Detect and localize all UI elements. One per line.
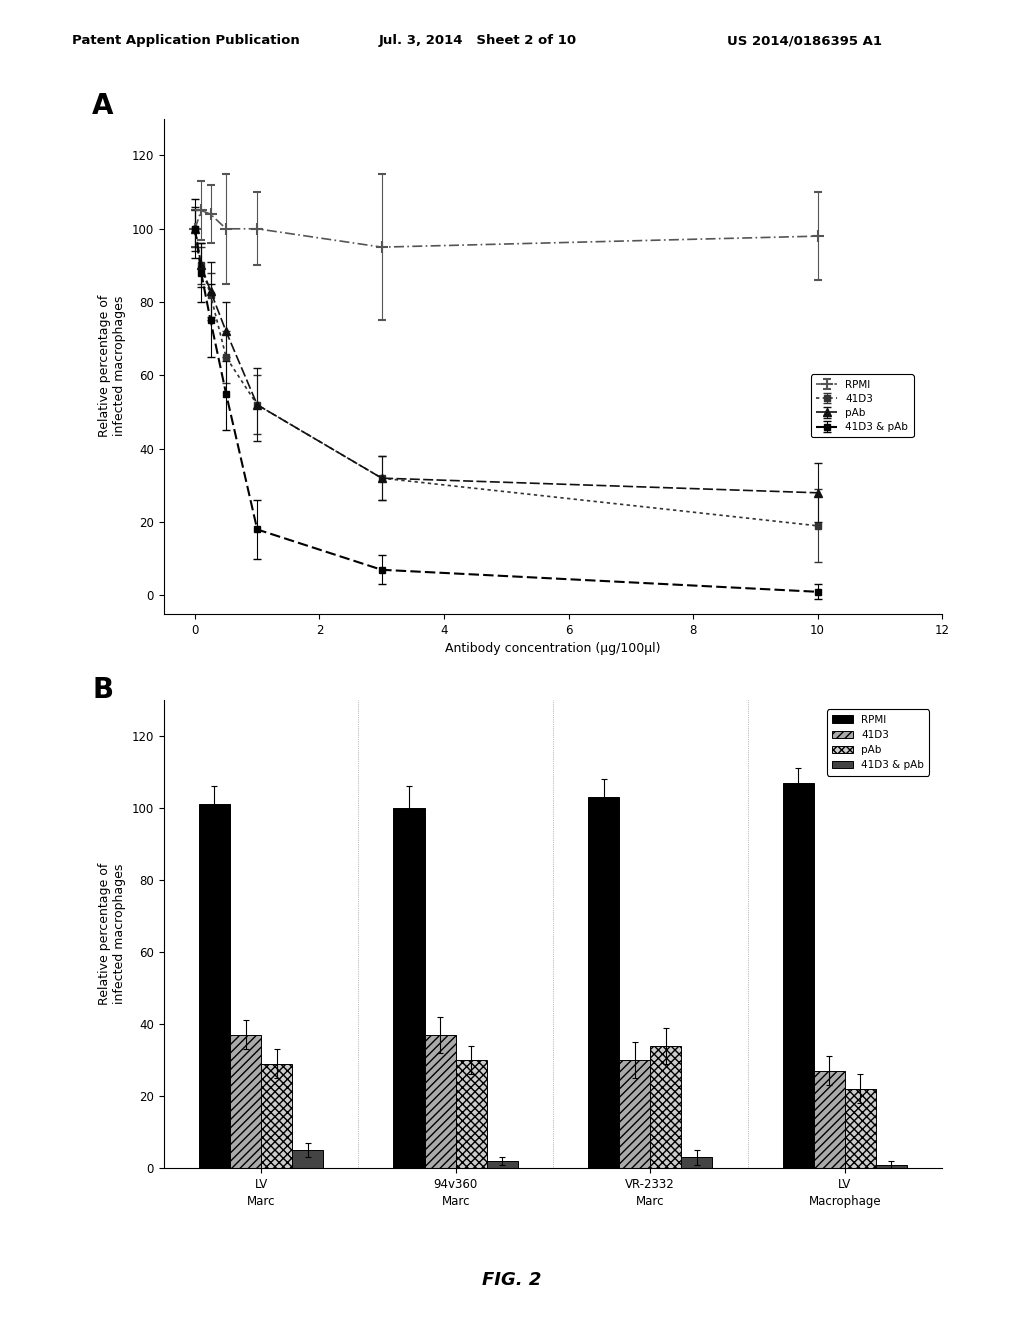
Bar [261,1064,292,1168]
Text: US 2014/0186395 A1: US 2014/0186395 A1 [727,34,882,48]
Bar [425,1035,456,1168]
Bar [620,1060,650,1168]
Bar [588,797,620,1168]
Legend: RPMI, 41D3, pAb, 41D3 & pAb: RPMI, 41D3, pAb, 41D3 & pAb [826,709,929,776]
Text: A: A [92,92,114,120]
Text: B: B [92,676,114,704]
X-axis label: Antibody concentration (μg/100μl): Antibody concentration (μg/100μl) [445,642,660,655]
Bar [292,1150,324,1168]
Bar [486,1162,518,1168]
Bar [230,1035,261,1168]
Y-axis label: Relative percentage of
infected macrophages: Relative percentage of infected macropha… [98,296,126,437]
Y-axis label: Relative percentage of
infected macrophages: Relative percentage of infected macropha… [98,863,126,1005]
Bar [456,1060,486,1168]
Bar [650,1045,681,1168]
Text: FIG. 2: FIG. 2 [482,1271,542,1290]
Bar [782,783,814,1168]
Bar [681,1158,713,1168]
Bar [845,1089,876,1168]
Bar [393,808,425,1168]
Legend: RPMI, 41D3, pAb, 41D3 & pAb: RPMI, 41D3, pAb, 41D3 & pAb [811,375,913,437]
Text: Patent Application Publication: Patent Application Publication [72,34,299,48]
Text: Jul. 3, 2014   Sheet 2 of 10: Jul. 3, 2014 Sheet 2 of 10 [379,34,577,48]
Bar [199,804,230,1168]
Bar [876,1164,907,1168]
Bar [814,1071,845,1168]
